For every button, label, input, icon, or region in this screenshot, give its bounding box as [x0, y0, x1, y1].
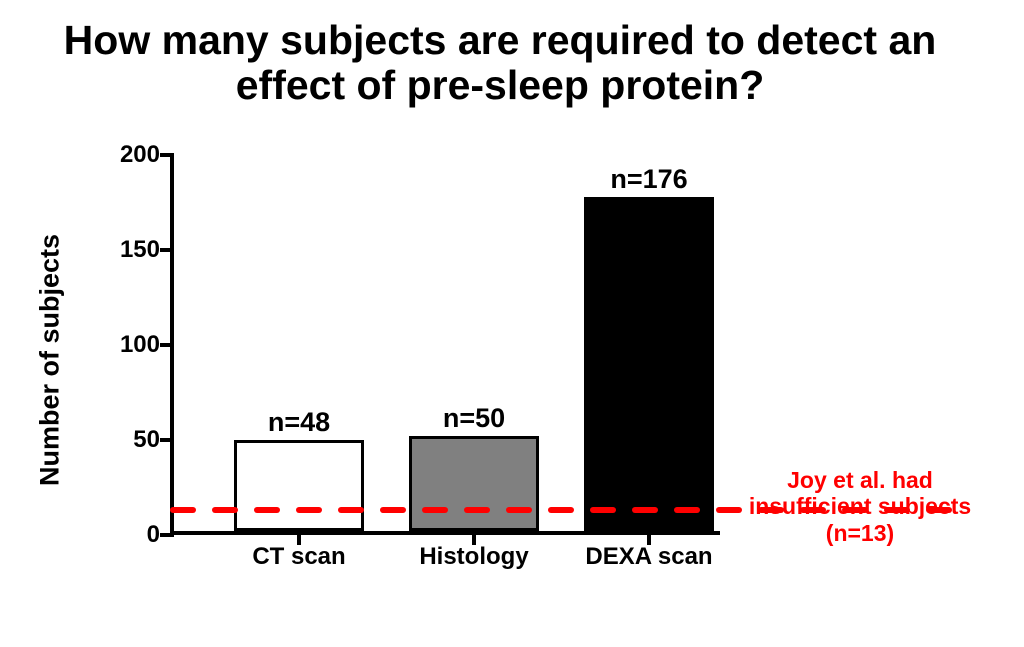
bar-value-label: n=48	[268, 407, 330, 438]
reference-line-dash	[212, 507, 238, 513]
reference-line-dash	[170, 507, 196, 513]
y-tick	[160, 438, 174, 442]
y-tick-label: 0	[100, 521, 160, 549]
reference-line-dash	[380, 507, 406, 513]
y-tick-label: 150	[100, 236, 160, 264]
reference-line-dash	[254, 507, 280, 513]
x-tick-label: Histology	[419, 543, 528, 571]
bar-value-label: n=50	[443, 403, 505, 434]
bar-value-label: n=176	[610, 164, 687, 195]
reference-line-dash	[422, 507, 448, 513]
y-tick	[160, 533, 174, 537]
chart-area: 050100150200n=48CT scann=50Histologyn=17…	[110, 155, 720, 565]
reference-annotation: Joy et al. hadinsufficient subjects(n=13…	[740, 467, 980, 546]
y-tick-label: 200	[100, 141, 160, 169]
y-tick-label: 50	[100, 426, 160, 454]
annotation-line: insufficient subjects	[740, 493, 980, 519]
annotation-line: Joy et al. had	[740, 467, 980, 493]
y-tick	[160, 343, 174, 347]
x-tick-label: DEXA scan	[585, 543, 712, 571]
reference-line-dash	[716, 507, 742, 513]
chart-title: How many subjects are required to detect…	[20, 18, 980, 108]
y-tick	[160, 153, 174, 157]
reference-line-dash	[548, 507, 574, 513]
bar	[234, 440, 364, 531]
reference-line-dash	[464, 507, 490, 513]
reference-line-dash	[296, 507, 322, 513]
plot-area: 050100150200n=48CT scann=50Histologyn=17…	[170, 155, 720, 535]
y-tick	[160, 248, 174, 252]
bar	[584, 197, 714, 531]
y-tick-label: 100	[100, 331, 160, 359]
reference-line-dash	[590, 507, 616, 513]
annotation-line: (n=13)	[740, 520, 980, 546]
page-root: How many subjects are required to detect…	[0, 0, 1024, 647]
reference-line-dash	[338, 507, 364, 513]
reference-line-dash	[632, 507, 658, 513]
reference-line-dash	[506, 507, 532, 513]
y-axis-title: Number of subjects	[35, 234, 66, 486]
x-tick-label: CT scan	[252, 543, 345, 571]
reference-line-dash	[674, 507, 700, 513]
bar	[409, 436, 539, 531]
